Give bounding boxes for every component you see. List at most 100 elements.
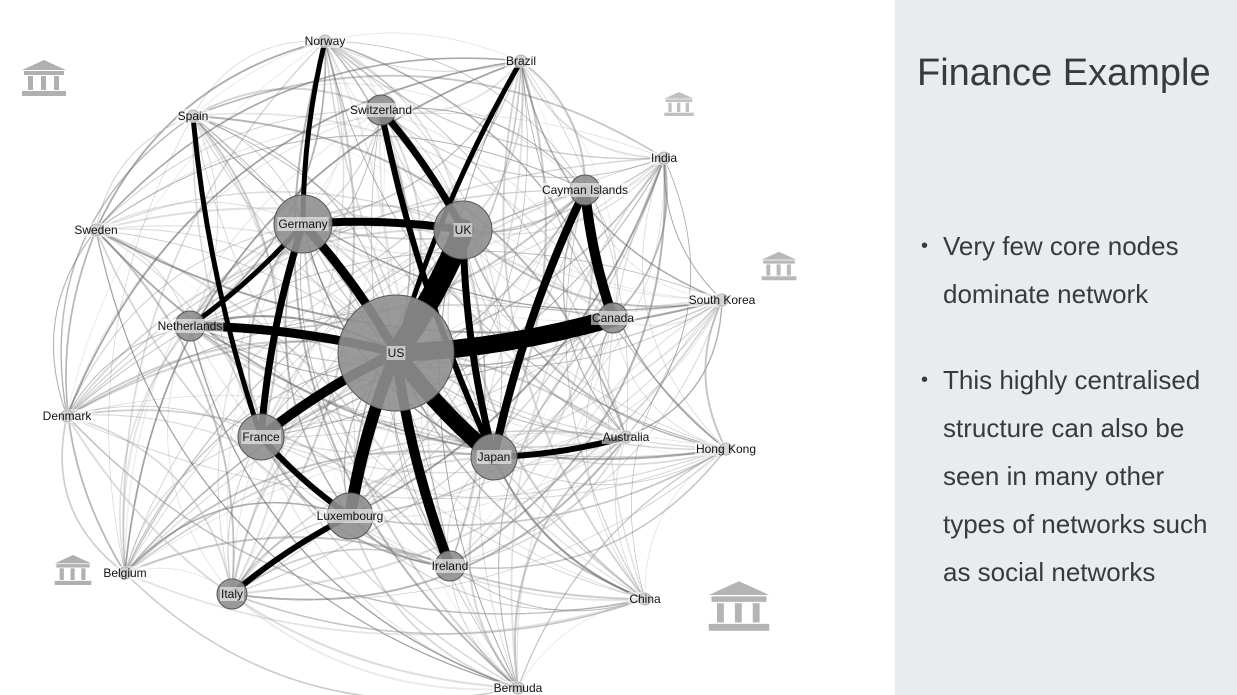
- network-edge: [119, 325, 191, 574]
- network-edge: [231, 299, 723, 595]
- node-label-bg: [492, 681, 544, 695]
- network-edge: [449, 299, 723, 567]
- node-label: Belgium: [103, 566, 146, 580]
- node-label-bg: [628, 592, 662, 606]
- network-edge: [124, 501, 351, 574]
- network-edge: [704, 299, 727, 450]
- network-edge: [607, 157, 665, 600]
- network-edge: [95, 191, 464, 231]
- node-label-bg: [219, 587, 245, 601]
- network-edge: [324, 40, 464, 231]
- network-edge: [260, 436, 627, 474]
- node-label-bg: [453, 223, 473, 237]
- network-edge: [61, 415, 126, 574]
- node-label: Bermuda: [494, 681, 543, 695]
- network-edge: [231, 548, 451, 595]
- network-edge: [231, 593, 519, 691]
- network-edge: [302, 223, 723, 313]
- node-label-bg: [601, 430, 651, 444]
- network-edge: [95, 229, 235, 595]
- network-edge: [520, 60, 629, 438]
- network-edge: [584, 189, 618, 319]
- network-edge: [380, 109, 727, 450]
- network-edge: [324, 40, 627, 438]
- node-label-bg: [41, 409, 94, 423]
- network-edge: [493, 157, 665, 458]
- network-edge: [192, 87, 382, 117]
- network-edge: [122, 40, 326, 574]
- node-label-bg: [540, 183, 630, 197]
- node-label: Japan: [478, 450, 511, 464]
- node-label: Brazil: [506, 54, 536, 68]
- network-edge: [615, 436, 646, 600]
- network-edge: [517, 448, 727, 689]
- network-edge: [324, 40, 727, 450]
- network-edge: [520, 60, 727, 450]
- node-label: Spain: [178, 109, 209, 123]
- network-edge-strong: [190, 113, 264, 440]
- node-label-bg: [176, 109, 210, 123]
- node-label: UK: [455, 223, 472, 237]
- network-edge: [380, 109, 487, 567]
- node-label: Ireland: [432, 559, 469, 573]
- network-edge: [66, 157, 665, 417]
- node-label: Netherlands: [158, 319, 223, 333]
- bank-icon: [22, 60, 66, 96]
- node-label-bg: [348, 103, 414, 117]
- node-label: Italy: [221, 587, 243, 601]
- bank-icon: [54, 555, 92, 585]
- network-edge: [612, 317, 727, 450]
- network-edge: [189, 325, 727, 458]
- node-label: Luxembourg: [317, 509, 384, 523]
- node-label: India: [651, 151, 677, 165]
- network-edge: [95, 57, 522, 231]
- node-label-bg: [73, 223, 119, 237]
- network-edge: [192, 112, 614, 319]
- network-edge: [493, 456, 646, 600]
- node-label: China: [629, 592, 661, 606]
- network-edge: [108, 115, 194, 574]
- slide-title: Finance Example: [917, 52, 1211, 94]
- network-edge: [260, 419, 495, 458]
- node-label: Switzerland: [350, 103, 412, 117]
- network-edge: [449, 565, 519, 689]
- network-edge: [192, 115, 495, 458]
- network-edge: [60, 115, 194, 417]
- network-edge: [124, 572, 646, 636]
- bank-icon: [708, 581, 770, 631]
- bullet-text: Very few core nodes dominate network: [943, 231, 1179, 309]
- network-edge: [585, 317, 646, 600]
- network-edge: [95, 115, 194, 231]
- network-edge: [612, 157, 668, 319]
- network-edge: [380, 109, 614, 319]
- bullet-item: • This highly centralised structure can a…: [921, 356, 1231, 596]
- network-edge-strong: [490, 186, 589, 461]
- network-edge: [231, 448, 727, 600]
- network-edge: [66, 40, 326, 417]
- node-label: Hong Kong: [696, 442, 756, 456]
- network-edge: [122, 223, 304, 574]
- network-edge: [192, 115, 279, 438]
- network-edge: [192, 32, 522, 117]
- network-edge: [189, 325, 451, 567]
- node-label: Cayman Islands: [542, 183, 628, 197]
- node-label-bg: [430, 559, 470, 573]
- network-edge: [66, 228, 464, 417]
- network-edge: [565, 189, 646, 600]
- network-edge: [517, 598, 646, 689]
- node-label: US: [388, 346, 405, 360]
- network-edge: [493, 60, 547, 458]
- node-label-bg: [102, 566, 148, 580]
- network-edge: [493, 299, 723, 458]
- nodes: US UK Germany Japan France Luxembourg Netherla…: [41, 34, 758, 695]
- network-edge: [66, 415, 727, 499]
- network-edge: [189, 325, 646, 600]
- node-label: South Korea: [689, 293, 756, 307]
- bullet-list: • Very few core nodes dominate network • T…: [921, 222, 1231, 634]
- text-panel: Finance Example • Very few core nodes dom…: [895, 0, 1237, 695]
- network-edge: [449, 317, 614, 567]
- network-edge: [516, 299, 723, 689]
- bullet-dot-icon: •: [921, 369, 929, 391]
- node-label-bg: [687, 293, 757, 307]
- network-edge: [95, 40, 326, 231]
